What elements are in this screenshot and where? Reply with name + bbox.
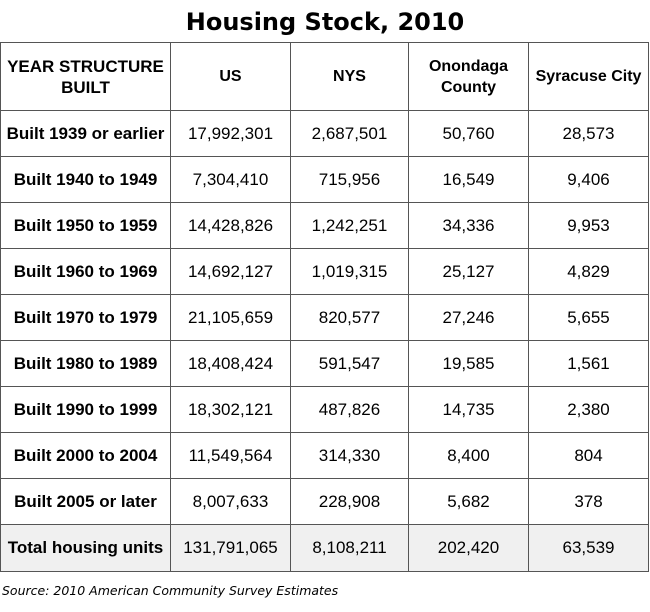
row-label: Built 1939 or earlier — [0, 110, 171, 157]
cell-onondaga: 16,549 — [408, 156, 529, 203]
row-label: Built 1990 to 1999 — [0, 386, 171, 433]
cell-onondaga: 5,682 — [408, 478, 529, 525]
cell-syracuse: 9,406 — [528, 156, 649, 203]
column-header-onondaga: Onondaga County — [408, 42, 529, 111]
column-header-nys: NYS — [290, 42, 409, 111]
cell-syracuse: 804 — [528, 432, 649, 479]
cell-us: 11,549,564 — [170, 432, 291, 479]
column-header-us: US — [170, 42, 291, 111]
cell-syracuse: 5,655 — [528, 294, 649, 341]
cell-syracuse: 2,380 — [528, 386, 649, 433]
housing-stock-table: YEAR STRUCTURE BUILT US NYS Onondaga Cou… — [0, 42, 649, 572]
cell-onondaga: 50,760 — [408, 110, 529, 157]
cell-nys: 487,826 — [290, 386, 409, 433]
table-row: Built 1950 to 1959 14,428,826 1,242,251 34,… — [0, 202, 649, 249]
table-row: Built 1939 or earlier 17,992,301 2,687,501… — [0, 110, 649, 157]
cell-us: 8,007,633 — [170, 478, 291, 525]
cell-onondaga: 202,420 — [408, 524, 529, 572]
row-label: Built 1970 to 1979 — [0, 294, 171, 341]
table-row: Built 1970 to 1979 21,105,659 820,577 27,24… — [0, 294, 649, 341]
cell-syracuse: 1,561 — [528, 340, 649, 387]
header-row: YEAR STRUCTURE BUILT US NYS Onondaga Cou… — [0, 42, 649, 111]
table-row: Built 2000 to 2004 11,549,564 314,330 8,400… — [0, 432, 649, 479]
cell-onondaga: 19,585 — [408, 340, 529, 387]
cell-syracuse: 9,953 — [528, 202, 649, 249]
cell-nys: 715,956 — [290, 156, 409, 203]
cell-nys: 8,108,211 — [290, 524, 409, 572]
row-label: Built 1960 to 1969 — [0, 248, 171, 295]
cell-nys: 820,577 — [290, 294, 409, 341]
column-header-year: YEAR STRUCTURE BUILT — [0, 42, 171, 111]
cell-onondaga: 25,127 — [408, 248, 529, 295]
cell-syracuse: 28,573 — [528, 110, 649, 157]
source-note: Source: 2010 American Community Survey E… — [2, 583, 339, 598]
row-label: Built 1950 to 1959 — [0, 202, 171, 249]
table-row: Built 1980 to 1989 18,408,424 591,547 19,58… — [0, 340, 649, 387]
cell-us: 131,791,065 — [170, 524, 291, 572]
table-title: Housing Stock, 2010 — [185, 8, 465, 36]
cell-nys: 1,242,251 — [290, 202, 409, 249]
row-label: Total housing units — [0, 524, 171, 572]
table-row: Built 1960 to 1969 14,692,127 1,019,315 25,… — [0, 248, 649, 295]
row-label: Built 2000 to 2004 — [0, 432, 171, 479]
cell-us: 17,992,301 — [170, 110, 291, 157]
cell-us: 7,304,410 — [170, 156, 291, 203]
table-row: Built 2005 or later 8,007,633 228,908 5,682… — [0, 478, 649, 525]
cell-syracuse: 63,539 — [528, 524, 649, 572]
row-label: Built 2005 or later — [0, 478, 171, 525]
table-row: Built 1990 to 1999 18,302,121 487,826 14,73… — [0, 386, 649, 433]
column-header-syracuse: Syracuse City — [528, 42, 649, 111]
cell-us: 21,105,659 — [170, 294, 291, 341]
cell-onondaga: 34,336 — [408, 202, 529, 249]
row-label: Built 1940 to 1949 — [0, 156, 171, 203]
row-label: Built 1980 to 1989 — [0, 340, 171, 387]
total-row: Total housing units 131,791,065 8,108,211 2… — [0, 524, 649, 572]
cell-onondaga: 27,246 — [408, 294, 529, 341]
cell-nys: 1,019,315 — [290, 248, 409, 295]
cell-us: 18,302,121 — [170, 386, 291, 433]
cell-nys: 2,687,501 — [290, 110, 409, 157]
cell-onondaga: 8,400 — [408, 432, 529, 479]
table-body: Built 1939 or earlier 17,992,301 2,687,501… — [0, 110, 649, 572]
cell-nys: 591,547 — [290, 340, 409, 387]
table-row: Built 1940 to 1949 7,304,410 715,956 16,549… — [0, 156, 649, 203]
cell-syracuse: 378 — [528, 478, 649, 525]
cell-syracuse: 4,829 — [528, 248, 649, 295]
cell-us: 18,408,424 — [170, 340, 291, 387]
cell-onondaga: 14,735 — [408, 386, 529, 433]
cell-us: 14,692,127 — [170, 248, 291, 295]
cell-nys: 314,330 — [290, 432, 409, 479]
cell-nys: 228,908 — [290, 478, 409, 525]
cell-us: 14,428,826 — [170, 202, 291, 249]
